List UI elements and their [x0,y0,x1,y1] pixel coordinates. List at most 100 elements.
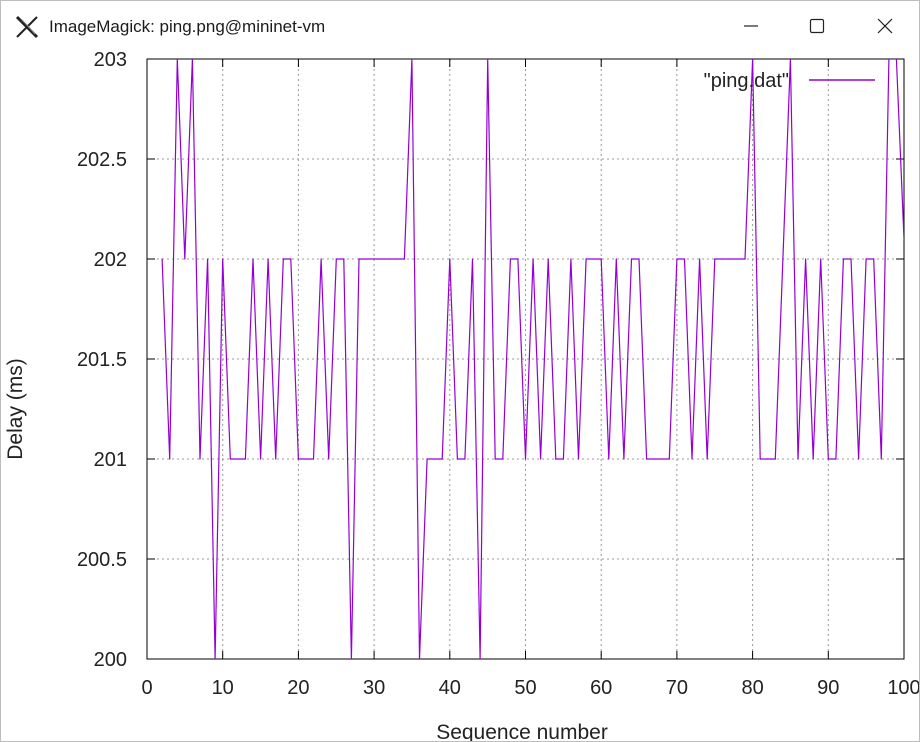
data-point [237,458,239,460]
data-point [880,458,882,460]
data-point [600,258,602,260]
data-point [570,258,572,260]
maximize-button[interactable] [785,1,849,51]
y-tick-label: 201.5 [77,349,127,371]
data-point [214,658,216,659]
data-point [464,458,466,460]
x-tick-label: 90 [817,677,839,699]
title-bar[interactable]: ImageMagick: ping.png@mininet-vm [1,1,919,51]
data-point [714,258,716,260]
data-point [767,458,769,460]
data-point [691,458,693,460]
close-button[interactable] [853,1,917,51]
data-point [191,59,194,60]
data-point [888,59,890,60]
data-point [502,458,504,460]
minimize-button[interactable] [719,1,783,51]
data-point [312,458,315,460]
plot-area: 200 200.5 201 201.5 202 202.5 203 0 10 20 30 40 50 6… [1,49,919,741]
data-point [275,458,277,460]
data-point [161,258,163,260]
data-point [479,658,481,659]
data-point [577,458,580,460]
data-point [350,658,352,659]
data-point [343,258,345,260]
y-tick-label: 201 [94,449,127,471]
y-tick-label: 203 [94,51,127,71]
data-point [176,59,178,60]
data-point [532,258,534,260]
x-tick-label: 60 [590,677,612,699]
data-point [630,258,633,260]
legend: "ping.dat" [704,70,875,92]
data-point [752,59,754,60]
x-tick-label: 50 [514,677,536,699]
data-point [411,59,413,60]
line-chart: 200 200.5 201 201.5 202 202.5 203 0 10 20 30 40 50 6… [4,49,919,741]
y-tick-label: 200 [94,649,127,671]
x-tick-label: 20 [287,677,309,699]
data-point [524,458,527,460]
data-point [729,258,731,260]
data-point [199,458,201,460]
data-point [555,458,557,460]
data-point [842,258,845,260]
data-point [252,258,254,260]
data-point [744,258,746,260]
data-point [736,258,739,260]
y-axis-ticks: 200 200.5 201 201.5 202 202.5 203 [77,49,904,671]
data-point [206,258,209,260]
data-point [653,458,655,460]
data-point [259,458,262,460]
data-point [365,258,368,260]
y-tick-label: 202 [94,249,127,271]
data-point [540,458,542,460]
window-title: ImageMagick: ping.png@mininet-vm [49,17,326,36]
data-point [403,258,405,260]
data-point [244,458,247,460]
data-point [456,458,458,460]
data-point [335,258,337,260]
data-point [835,458,837,460]
data-point [827,458,829,460]
data-point [608,458,610,460]
x-tick-label: 80 [741,677,763,699]
data-point [593,258,595,260]
data-point [812,458,814,460]
data-point [782,258,784,260]
data-point [267,258,269,260]
data-point [381,258,383,260]
data-point [850,258,852,260]
data-point [434,458,436,460]
data-point [441,458,443,460]
x-axis-label: Sequence number [436,721,608,741]
data-point [623,458,625,460]
x-tick-label: 30 [363,677,385,699]
data-point [297,458,299,460]
data-point [646,458,648,460]
data-point [683,258,686,260]
data-point [638,258,640,260]
data-point [820,258,822,260]
data-point [865,258,867,260]
data-point [585,258,587,260]
imagemagick-x-logo-icon [15,15,39,39]
minimize-icon [744,25,758,27]
data-point [759,458,761,460]
data-point [774,458,776,460]
data-point [797,458,799,460]
data-point [699,258,701,260]
data-point [562,458,564,460]
x-tick-label: 70 [666,677,688,699]
data-point [320,258,322,260]
data-point [229,458,231,460]
x-axis-ticks: 0 10 20 30 40 50 60 70 80 90 100 [141,59,919,699]
data-point [418,658,421,659]
data-point [487,59,489,60]
data-point [895,59,898,60]
data-point [328,458,330,460]
data-point [509,258,511,260]
data-point [517,258,519,260]
data-point [471,258,474,260]
